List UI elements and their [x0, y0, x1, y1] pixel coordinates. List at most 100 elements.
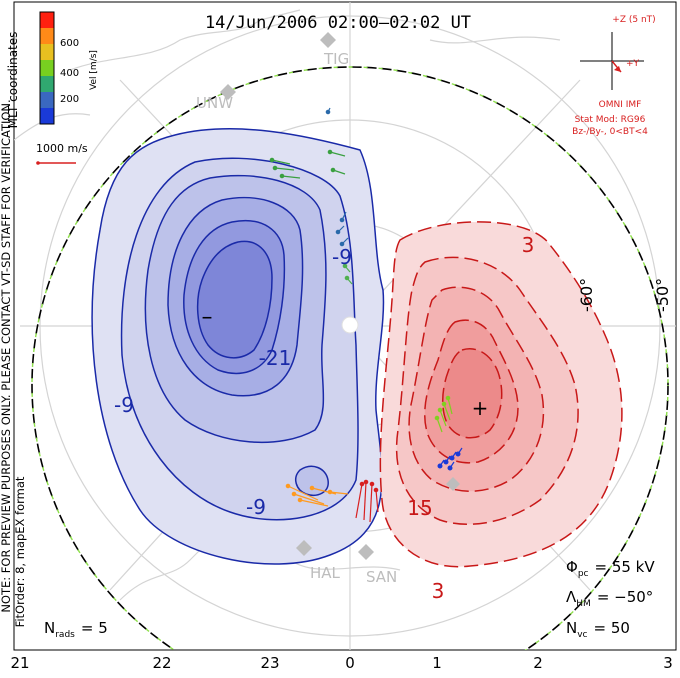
contour-label: -9	[332, 245, 352, 269]
station-marker	[358, 544, 374, 560]
velocity-vector	[441, 401, 447, 407]
page-title: 14/Jun/2006 02:00–02:02 UT	[205, 13, 471, 33]
velocity-vector	[443, 459, 449, 465]
preview-note: NOTE: FOR PREVIEW PURPOSES ONLY. PLEASE …	[0, 99, 13, 612]
coastline	[289, 559, 401, 571]
velocity-vector	[272, 165, 278, 171]
station-label-unw: UNW	[196, 94, 233, 112]
imf-y-label: +Y	[626, 59, 640, 69]
station-label-tig: TIG	[323, 50, 349, 68]
velocity-vector	[269, 157, 275, 163]
mlt-tick: 2	[533, 654, 543, 672]
velocity-vector	[449, 455, 455, 461]
velocity-vectors	[269, 107, 463, 523]
pcp-symbol: Φ	[566, 558, 578, 576]
colorbar-swatch	[40, 44, 54, 61]
mlt-tick: 3	[663, 654, 673, 672]
velocity-vector	[293, 493, 325, 505]
vector-count: Nvc = 50	[566, 619, 630, 640]
velocity-vector	[309, 485, 315, 491]
hm-subscript: HM	[576, 599, 591, 609]
velocity-vector	[355, 483, 363, 519]
velocity-vector	[359, 481, 365, 487]
velocity-vector	[329, 491, 349, 495]
station-marker	[446, 477, 460, 491]
colorbar-swatch	[40, 92, 54, 109]
hm-symbol: Λ	[566, 588, 577, 606]
mlt-tick: 0	[345, 654, 355, 672]
contour-label: -9	[114, 393, 134, 417]
station-marker	[320, 32, 336, 48]
meridian-line	[349, 79, 581, 327]
hm-boundary-latitude: ΛHM = −50°	[566, 588, 653, 609]
colorbar-swatch	[40, 76, 54, 93]
station-label-san: SAN	[366, 568, 397, 586]
velocity-vector	[327, 489, 333, 495]
velocity-vector	[279, 173, 285, 179]
contour-label: -21	[259, 346, 292, 370]
velocity-vector	[339, 217, 345, 223]
stat-model: Stat Mod: RG96	[575, 115, 646, 125]
velocity-vector	[325, 109, 331, 115]
velocity-vector	[330, 167, 336, 173]
fit-order-note: FitOrder: 8, mapEX format	[13, 476, 27, 627]
nvc-symbol: N	[566, 619, 577, 637]
velocity-vector	[369, 481, 375, 487]
velocity-vector	[439, 409, 447, 427]
station-marker	[220, 84, 236, 100]
velocity-vector	[327, 149, 333, 155]
velocity-vector	[271, 159, 291, 165]
latitude-label: -60°	[577, 278, 596, 312]
mlt-tick: 23	[260, 654, 279, 672]
pcp-subscript: pc	[578, 569, 589, 579]
velocity-vector	[299, 499, 329, 507]
station-markers	[220, 32, 460, 560]
colorbar-swatch	[40, 12, 54, 29]
velocity-vector	[434, 415, 440, 421]
coordinates-label: MLT coordinates	[6, 32, 20, 129]
contour-label: 3	[432, 579, 445, 603]
nvc-value: = 50	[594, 619, 630, 637]
coastline	[429, 36, 561, 44]
contour-label: 3	[522, 233, 535, 257]
velocity-colorbar: 600 400 200 Vel [m/s]	[39, 11, 99, 125]
mlt-axis: 21 22 23 0 1 2 3	[10, 654, 672, 672]
colorbar-ticks: 600 400 200	[60, 38, 79, 105]
velocity-vector	[344, 275, 350, 281]
velocity-vector	[445, 395, 451, 401]
velocity-vector	[436, 417, 443, 433]
colorbar-tick: 200	[60, 94, 79, 105]
coastline	[69, 9, 301, 71]
imf-bin: Bz-/By-, 0<BT<4	[572, 127, 648, 137]
colorbar-frame	[39, 11, 55, 125]
reference-vector-origin	[36, 161, 40, 165]
velocity-vector	[443, 403, 451, 421]
potential-min-marker: –	[202, 305, 213, 330]
station-label-hal: HAL	[310, 564, 341, 582]
contour-labels: -9 -21 -9 -9 3 15 3	[114, 233, 534, 603]
velocity-vector	[329, 151, 346, 157]
colorbar-tick: 400	[60, 68, 79, 79]
velocity-vector	[339, 241, 345, 247]
nvc-subscript: vc	[577, 630, 587, 640]
velocity-vector	[281, 175, 301, 179]
colorbar-swatch	[40, 28, 54, 45]
contour-label: 15	[407, 496, 432, 520]
velocity-vector	[342, 263, 348, 269]
velocity-vector	[447, 397, 453, 415]
cross-polar-potential: Φpc = 55 kV	[566, 558, 655, 579]
velocity-vector	[447, 465, 453, 471]
velocity-vector	[375, 489, 379, 513]
velocity-vector	[335, 229, 341, 235]
velocity-vector	[363, 481, 367, 521]
velocity-vector	[455, 451, 461, 457]
mlt-tick: 22	[152, 654, 171, 672]
colorbar-tick: 600	[60, 38, 79, 49]
velocity-vector	[373, 487, 379, 493]
heppner-maynard-boundary-markers	[31, 66, 669, 650]
nrads-subscript: rads	[55, 630, 75, 640]
positive-cell	[379, 221, 623, 568]
imf-source: OMNI IMF	[599, 100, 642, 110]
colorbar-label: Vel [m/s]	[89, 50, 99, 90]
